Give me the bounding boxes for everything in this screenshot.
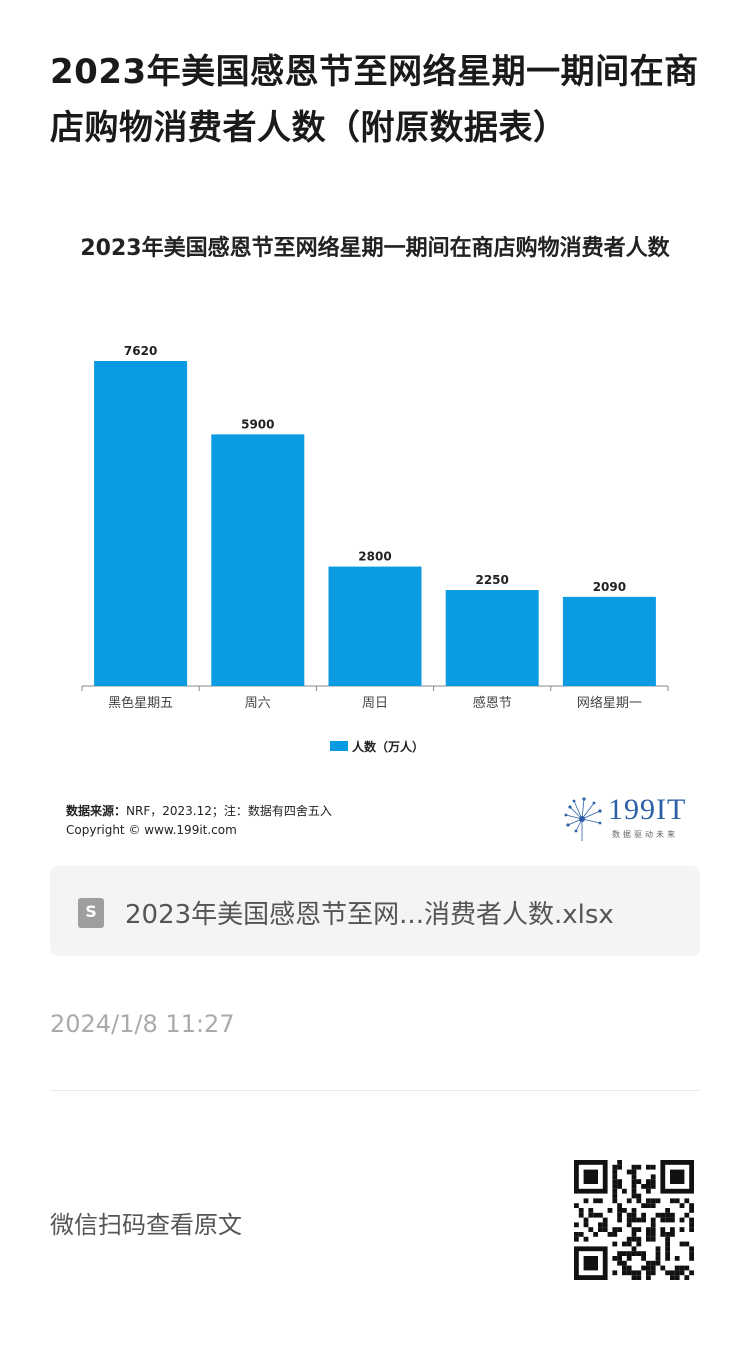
attachment-card[interactable]: 2023年美国感恩节至网...消费者人数.xlsx: [50, 866, 700, 956]
bar: [328, 566, 422, 686]
copyright-text: Copyright © www.199it.com: [66, 823, 237, 837]
post-date: 2024/1/8 11:27: [50, 1010, 235, 1038]
bar-chart: 7620 黑色星期五 5900 周六 2800 周日 2250 感恩节 2090 网络星期一人数（…: [81, 344, 669, 754]
chart-title: 2023年美国感恩节至网络星期一期间在商店购物消费者人数: [80, 236, 670, 261]
x-tick-label: 周六: [245, 696, 271, 711]
bar: [562, 596, 656, 686]
199it-logo: 199IT 数据驱动未来: [560, 793, 700, 843]
scan-to-view-text: 微信扫码查看原文: [50, 1211, 242, 1239]
source-label: 数据来源：: [66, 804, 127, 818]
divider: [50, 1090, 700, 1091]
logo-subtitle: 数据驱动未来: [612, 830, 678, 839]
x-tick-label: 网络星期一: [577, 695, 642, 711]
chart-card: 2023年美国感恩节至网络星期一期间在商店购物消费者人数 7620 黑色星期五 59…: [0, 210, 750, 850]
attachment-file-name[interactable]: 2023年美国感恩节至网...消费者人数.xlsx: [125, 900, 614, 930]
x-tick-label: 感恩节: [473, 695, 512, 711]
bar: [211, 434, 305, 686]
dandelion-logo-icon: [564, 797, 602, 841]
data-label: 5900: [241, 417, 274, 431]
data-label: 7620: [124, 344, 157, 358]
legend-label: 人数（万人）: [352, 739, 424, 754]
logo-text: 199IT: [608, 793, 687, 826]
data-label: 2250: [475, 573, 508, 587]
legend-swatch: [330, 741, 348, 751]
data-label: 2800: [358, 550, 391, 564]
x-tick-label: 周日: [362, 696, 388, 711]
data-label: 2090: [593, 580, 626, 594]
bar: [445, 590, 539, 686]
article-title: 2023年美国感恩节至网络星期一期间在商店购物消费者人数（附原数据表）: [50, 52, 699, 148]
x-tick-label: 黑色星期五: [108, 695, 173, 711]
source-text: NRF，2023.12；注：数据有四舍五入: [126, 804, 332, 818]
qr-code-icon[interactable]: [574, 1160, 694, 1280]
spreadsheet-file-icon: [78, 898, 104, 928]
source-note: 数据来源：NRF，2023.12；注：数据有四舍五入: [66, 802, 332, 819]
bar: [94, 361, 188, 686]
